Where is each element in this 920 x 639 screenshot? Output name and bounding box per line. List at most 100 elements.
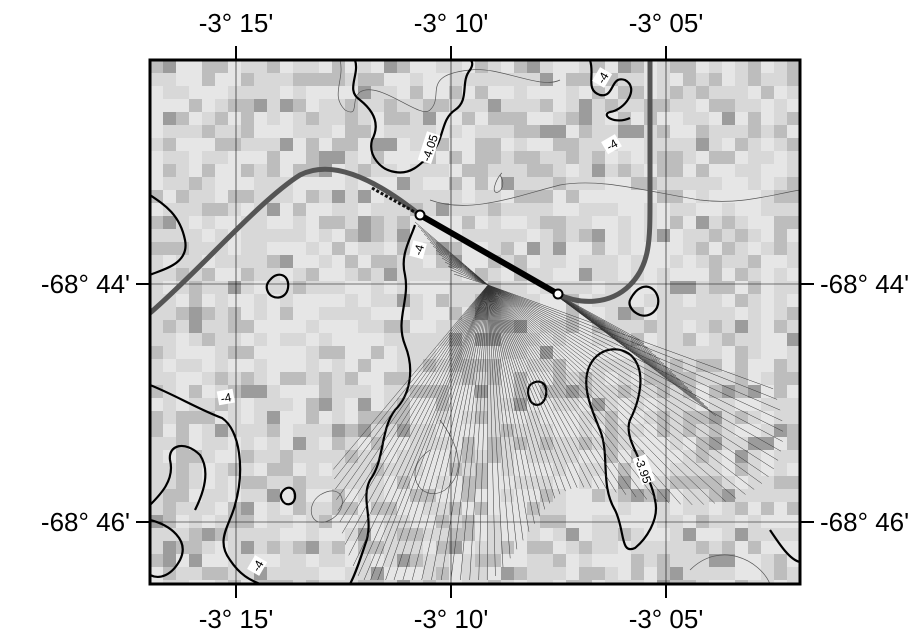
raster-cell xyxy=(241,333,254,346)
raster-cell xyxy=(228,190,241,203)
raster-cell xyxy=(592,489,605,502)
raster-cell xyxy=(384,359,397,372)
raster-cell xyxy=(228,138,241,151)
ray-line xyxy=(487,284,658,502)
raster-cell xyxy=(657,229,670,242)
raster-cell xyxy=(319,242,332,255)
raster-cell xyxy=(345,99,358,112)
lon-label-bottom: -3° 15' xyxy=(199,604,274,634)
raster-cell xyxy=(306,268,319,281)
raster-cell xyxy=(449,86,462,99)
raster-cell xyxy=(787,437,800,450)
raster-cell xyxy=(423,255,436,268)
raster-cell xyxy=(332,242,345,255)
raster-cell xyxy=(254,515,267,528)
raster-cell xyxy=(332,60,345,73)
raster-cell xyxy=(241,450,254,463)
raster-cell xyxy=(657,567,670,580)
raster-cell xyxy=(579,268,592,281)
raster-cell xyxy=(163,359,176,372)
raster-cell xyxy=(319,320,332,333)
raster-cell xyxy=(358,268,371,281)
raster-cell xyxy=(189,60,202,73)
ray-line xyxy=(487,284,775,470)
raster-cell xyxy=(267,203,280,216)
raster-cell xyxy=(254,99,267,112)
ray-line xyxy=(337,284,489,511)
raster-cell xyxy=(735,567,748,580)
lon-label-top: -3° 05' xyxy=(629,8,704,38)
raster-cell xyxy=(709,112,722,125)
raster-cell xyxy=(449,398,462,411)
raster-cell xyxy=(514,242,527,255)
raster-cell xyxy=(306,411,319,424)
raster-cell xyxy=(449,580,462,584)
raster-cell xyxy=(345,320,358,333)
ray-line xyxy=(460,284,489,581)
ray-line xyxy=(393,284,489,581)
raster-cell xyxy=(293,307,306,320)
raster-cell xyxy=(553,541,566,554)
raster-cell xyxy=(735,294,748,307)
raster-cell xyxy=(215,86,228,99)
raster-cell xyxy=(228,463,241,476)
raster-cell xyxy=(631,203,644,216)
raster-cell xyxy=(748,541,761,554)
raster-cell xyxy=(384,151,397,164)
raster-cell xyxy=(722,112,735,125)
raster-cell xyxy=(618,567,631,580)
raster-cell xyxy=(241,385,254,398)
raster-cell xyxy=(735,203,748,216)
raster-cell xyxy=(423,281,436,294)
raster-cell xyxy=(241,580,254,584)
raster-cell xyxy=(735,541,748,554)
raster-cell xyxy=(371,398,384,411)
raster-cell xyxy=(163,190,176,203)
raster-cell xyxy=(202,554,215,567)
raster-cell xyxy=(579,528,592,541)
raster-cell xyxy=(540,112,553,125)
raster-cell xyxy=(384,437,397,450)
raster-cell xyxy=(293,476,306,489)
raster-cell xyxy=(631,294,644,307)
raster-cell xyxy=(358,411,371,424)
raster-cell xyxy=(449,333,462,346)
raster-cell xyxy=(592,450,605,463)
raster-cell xyxy=(202,567,215,580)
raster-cell xyxy=(592,164,605,177)
raster-cell xyxy=(280,60,293,73)
raster-cell xyxy=(605,450,618,463)
raster-cell xyxy=(163,489,176,502)
ray-line xyxy=(487,284,518,550)
ray-line xyxy=(370,284,489,581)
raster-cell xyxy=(566,515,579,528)
raster-cell xyxy=(371,359,384,372)
raster-cell xyxy=(579,567,592,580)
raster-cell xyxy=(280,268,293,281)
raster-cell xyxy=(163,541,176,554)
raster-cell xyxy=(501,216,514,229)
raster-cell xyxy=(176,60,189,73)
raster-cell xyxy=(475,359,488,372)
raster-cell xyxy=(202,203,215,216)
raster-cell xyxy=(384,372,397,385)
raster-cell xyxy=(306,554,319,567)
raster-cell xyxy=(306,307,319,320)
raster-cell xyxy=(501,177,514,190)
raster-cell xyxy=(215,203,228,216)
raster-cell xyxy=(215,60,228,73)
raster-cell xyxy=(592,476,605,489)
raster-cell xyxy=(774,476,787,489)
raster-cell xyxy=(514,372,527,385)
raster-cell xyxy=(553,385,566,398)
raster-cell xyxy=(709,203,722,216)
raster-cell xyxy=(605,99,618,112)
raster-cell xyxy=(761,411,774,424)
raster-cell xyxy=(228,294,241,307)
raster-cell xyxy=(761,164,774,177)
raster-cell xyxy=(566,268,579,281)
raster-cell xyxy=(501,554,514,567)
raster-cell xyxy=(774,359,787,372)
raster-cell xyxy=(150,190,163,203)
raster-cell xyxy=(553,515,566,528)
